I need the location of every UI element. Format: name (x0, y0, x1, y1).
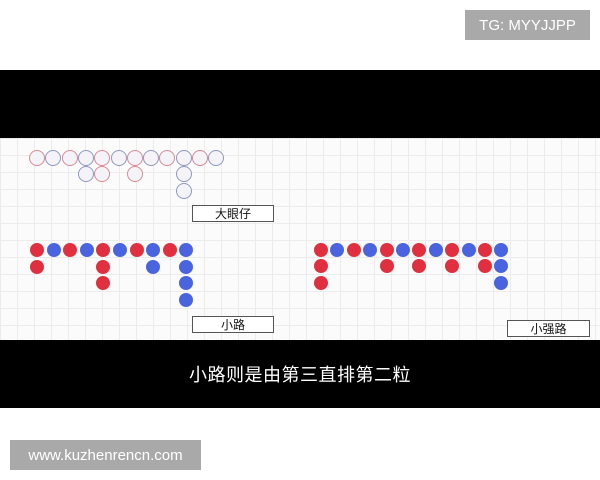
red-bead (129, 243, 144, 257)
red-bead (94, 150, 111, 166)
red-bead (412, 259, 427, 274)
video-letterbox-bottom: 小路则是由第三直排第二粒 (0, 340, 600, 408)
blue-bead (113, 243, 127, 257)
red-bead (30, 243, 44, 257)
blue-bead (396, 243, 410, 257)
red-bead (192, 150, 208, 166)
blue-bead (146, 243, 161, 257)
red-bead (314, 243, 328, 257)
red-bead (61, 150, 78, 166)
blue-bead (494, 243, 509, 257)
blue-bead (175, 182, 192, 199)
blue-bead (461, 243, 476, 257)
blue-bead (363, 243, 378, 257)
red-bead (29, 150, 45, 166)
red-bead (478, 259, 492, 274)
cockroach-road-label: 小强路 (507, 320, 590, 337)
red-bead (379, 243, 394, 257)
red-bead (159, 150, 176, 166)
blue-bead (143, 150, 160, 166)
red-bead (162, 243, 177, 257)
red-bead (314, 259, 328, 274)
small-road-label: 小路 (192, 316, 274, 333)
blue-bead (179, 243, 194, 257)
red-bead (126, 166, 143, 183)
blue-bead (179, 276, 194, 291)
blue-bead (146, 259, 161, 274)
blue-bead (79, 243, 94, 257)
red-bead (314, 275, 328, 290)
website-watermark: www.kuzhenrencn.com (10, 440, 201, 470)
blue-bead (179, 292, 194, 307)
subtitle: 小路则是由第三直排第二粒 (189, 365, 411, 386)
blue-bead (45, 150, 62, 166)
blue-bead (428, 243, 443, 257)
blue-bead (77, 166, 94, 183)
blue-bead (179, 259, 194, 274)
red-bead (346, 243, 361, 257)
red-bead (96, 276, 111, 291)
blue-bead (46, 243, 61, 257)
red-bead (94, 166, 111, 183)
red-bead (445, 259, 460, 274)
blue-bead (175, 150, 192, 166)
blue-bead (175, 166, 192, 183)
red-bead (96, 259, 111, 274)
blue-bead (110, 150, 127, 166)
red-bead (412, 243, 427, 257)
blue-bead (494, 275, 509, 290)
blue-bead (77, 150, 94, 166)
red-bead (126, 150, 143, 166)
blue-bead (494, 259, 509, 274)
red-bead (478, 243, 492, 257)
video-letterbox-top (0, 70, 600, 138)
telegram-watermark: TG: MYYJJPP (465, 10, 590, 40)
roadmap-board: 大眼仔 小路 小强路 (0, 138, 600, 340)
big-eye-road-label: 大眼仔 (192, 205, 274, 222)
red-bead (445, 243, 460, 257)
red-bead (63, 243, 78, 257)
red-bead (96, 243, 111, 257)
blue-bead (208, 150, 225, 166)
blue-bead (330, 243, 345, 257)
red-bead (30, 259, 44, 274)
red-bead (379, 259, 394, 274)
